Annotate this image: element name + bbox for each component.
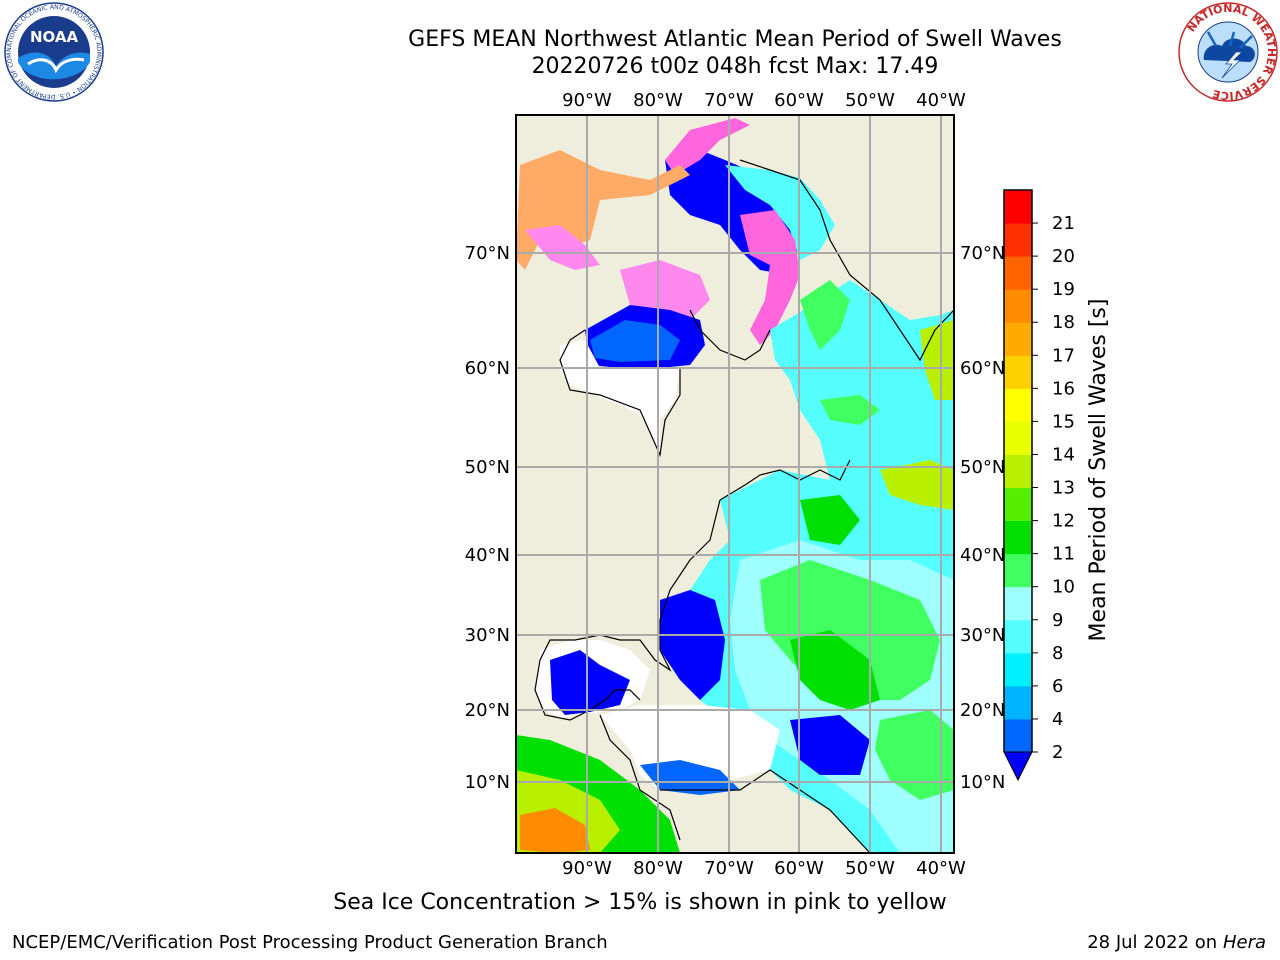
- colorbar-tick-label: 16: [1052, 378, 1075, 399]
- lon-label-bottom: 80°W: [633, 858, 683, 879]
- lat-label-right: 50°N: [960, 457, 1005, 478]
- colorbar-segment: [1004, 355, 1032, 389]
- lon-label-top: 40°W: [916, 90, 966, 111]
- colorbar-segment: [1004, 190, 1032, 224]
- lat-label-left: 50°N: [465, 457, 510, 478]
- lon-label-top: 90°W: [562, 90, 612, 111]
- lat-labels-right: 70°N 60°N 50°N 40°N 30°N 20°N 10°N: [960, 243, 1005, 793]
- colorbar-tick-label: 15: [1052, 411, 1075, 432]
- lon-label-bottom: 60°W: [774, 858, 824, 879]
- colorbar-extend-arrow: [1003, 751, 1033, 782]
- colorbar-segment: [1004, 685, 1032, 720]
- colorbar-tick-label: 12: [1052, 511, 1075, 532]
- lat-label-right: 40°N: [960, 545, 1005, 566]
- lat-label-right: 60°N: [960, 358, 1005, 379]
- colorbar-tick-label: 10: [1052, 577, 1075, 598]
- colorbar-segment: [1004, 487, 1032, 522]
- footer-date: 28 Jul 2022 on Hera: [1087, 932, 1266, 953]
- sea-ice-note: Sea Ice Concentration > 15% is shown in …: [333, 890, 947, 915]
- colorbar: 2 4 6 8 9 10 11 12 13 14 15 16 17 18 19 20 21: [1003, 189, 1075, 782]
- colorbar-tick-label: 21: [1052, 213, 1075, 234]
- map-frame: [515, 114, 955, 854]
- caribbean-blue: [640, 760, 740, 795]
- lat-label-right: 70°N: [960, 243, 1005, 264]
- labrador-green: [800, 280, 880, 425]
- map-field: [516, 115, 954, 853]
- colorbar-segment: [1004, 619, 1032, 654]
- colorbar-tick-label: 2: [1052, 742, 1063, 763]
- colorbar-tick-label: 9: [1052, 610, 1063, 631]
- colorbar-segment: [1004, 652, 1032, 687]
- colorbar-segment: [1004, 223, 1032, 257]
- lat-label-left: 70°N: [465, 243, 510, 264]
- gulf-of-mexico-blue: [550, 650, 630, 715]
- colorbar-tick-label: 19: [1052, 279, 1075, 300]
- lon-label-top: 50°W: [845, 90, 895, 111]
- sea-ice-baffin: [665, 118, 800, 345]
- lon-labels-top: 90°W 80°W 70°W 60°W 50°W 40°W: [562, 90, 966, 111]
- footer-credit: NCEP/EMC/Verification Post Processing Pr…: [12, 932, 608, 953]
- colorbar-frame: [1003, 189, 1033, 752]
- colorbar-segment: [1004, 289, 1032, 323]
- colorbar-tick-label: 14: [1052, 444, 1075, 465]
- lon-labels-bottom: 90°W 80°W 70°W 60°W 50°W 40°W: [562, 858, 966, 879]
- colorbar-label: Mean Period of Swell Waves [s]: [1086, 299, 1111, 642]
- colorbar-segment: [1004, 718, 1032, 753]
- colorbar-segment: [1004, 256, 1032, 290]
- colorbar-tick-label: 4: [1052, 709, 1063, 730]
- sea-ice-arctic-pink: [525, 225, 710, 320]
- colorbar-segment: [1004, 520, 1032, 555]
- lon-label-top: 60°W: [774, 90, 824, 111]
- atlantic-green-10: [790, 495, 880, 710]
- colorbar-segment: [1004, 553, 1032, 588]
- lat-label-right: 30°N: [960, 625, 1005, 646]
- atlantic-green-9b: [875, 710, 954, 800]
- lat-label-left: 10°N: [465, 772, 510, 793]
- colorbar-segment: [1004, 421, 1032, 455]
- southeast-coast-blue: [660, 590, 725, 700]
- chart-subtitle: 20220726 t00z 048h fcst Max: 17.49: [531, 54, 939, 79]
- noaa-logo-text: NOAA: [30, 28, 79, 46]
- lat-labels-left: 70°N 60°N 50°N 40°N 30°N 20°N 10°N: [465, 243, 510, 793]
- caribbean-dark-blue: [790, 715, 870, 775]
- lat-label-left: 60°N: [465, 358, 510, 379]
- footer-date-text: 28 Jul 2022 on: [1087, 932, 1223, 953]
- lat-label-left: 30°N: [465, 625, 510, 646]
- lat-label-right: 20°N: [960, 700, 1005, 721]
- colorbar-tick-label: 6: [1052, 676, 1063, 697]
- lon-label-bottom: 70°W: [704, 858, 754, 879]
- colorbar-tick-label: 17: [1052, 345, 1075, 366]
- colorbar-tick-label: 13: [1052, 478, 1075, 499]
- lon-label-bottom: 50°W: [845, 858, 895, 879]
- lon-label-bottom: 90°W: [562, 858, 612, 879]
- footer-host: Hera: [1222, 932, 1266, 953]
- colorbar-segment: [1004, 388, 1032, 422]
- colorbar-tick-label: 8: [1052, 643, 1063, 664]
- chart-title: GEFS MEAN Northwest Atlantic Mean Period…: [408, 27, 1062, 52]
- lat-label-left: 40°N: [465, 545, 510, 566]
- lon-label-top: 70°W: [704, 90, 754, 111]
- noaa-logo: NATIONAL OCEANIC AND ATMOSPHERIC ADMINIS…: [4, 2, 104, 102]
- colorbar-segment: [1004, 454, 1032, 489]
- east-pacific-orange: [520, 808, 590, 853]
- lat-label-left: 20°N: [465, 700, 510, 721]
- lat-label-right: 10°N: [960, 772, 1005, 793]
- nws-logo: NATIONAL WEATHER SERVICE: [1178, 2, 1278, 102]
- colorbar-tick-label: 20: [1052, 246, 1075, 267]
- lon-label-top: 80°W: [633, 90, 683, 111]
- baffin-bay-cyan: [725, 165, 835, 260]
- colorbar-segment: [1004, 322, 1032, 356]
- colorbar-tick-label: 11: [1052, 544, 1075, 565]
- gridlines: [516, 115, 954, 853]
- lon-label-bottom: 40°W: [916, 858, 966, 879]
- colorbar-tick-label: 18: [1052, 312, 1075, 333]
- colorbar-segment: [1004, 586, 1032, 621]
